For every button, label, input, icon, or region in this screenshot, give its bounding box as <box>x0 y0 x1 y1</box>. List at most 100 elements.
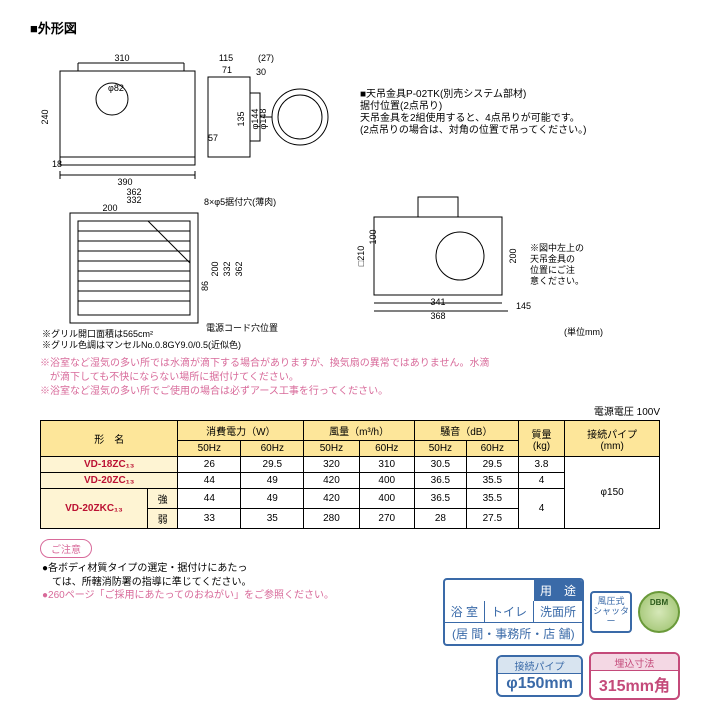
dim-115: 115 <box>219 53 233 63</box>
sub-cell: 弱 <box>147 509 177 529</box>
dim-18: 18 <box>52 159 62 169</box>
dbm-badge: DBM <box>638 591 680 633</box>
note-line: が滴下しても不快にならない場所に据付けてください。 <box>40 371 690 385</box>
pipe-cell: φ150 <box>565 457 660 529</box>
use-item: 洗面所 <box>534 601 582 622</box>
dim-71: 71 <box>222 65 232 75</box>
sub-cell: 強 <box>147 489 177 509</box>
cell: 35.5 <box>466 473 518 489</box>
outline-drawing: 310 φ82 240 18 390 115 (27) 71 30 57 135… <box>30 41 690 351</box>
cell: 29.5 <box>466 457 518 473</box>
dim-57: 57 <box>208 133 218 143</box>
dim-86: 86 <box>200 281 210 291</box>
cell: 30.5 <box>414 457 466 473</box>
cell: 320 <box>304 457 359 473</box>
th-model: 形 名 <box>41 421 178 457</box>
cell: 33 <box>178 509 241 529</box>
hanger-note-3: 天吊金具を2組使用すると、4点吊りが可能です。 <box>360 111 580 124</box>
cell: 3.8 <box>518 457 565 473</box>
size-badge: 埋込寸法 315mm角 <box>589 652 680 700</box>
cell: 420 <box>304 489 359 509</box>
cell: 270 <box>359 509 414 529</box>
hanger-note-4: (2点吊りの場合は、対角の位置で吊ってください。) <box>360 123 586 136</box>
use-badge: 用 途 浴 室 トイレ 洗面所 (居 間・事務所・店 舗) <box>443 578 584 646</box>
cell: 36.5 <box>414 489 466 509</box>
dim-240: 240 <box>40 109 50 124</box>
dim-310: 310 <box>114 53 129 63</box>
th-60hz: 60Hz <box>359 441 414 457</box>
model-cell: VD-18ZC₁₃ <box>41 457 178 473</box>
size-badge-label: 埋込寸法 <box>591 654 678 671</box>
hanger-note-2: 据付位置(2点吊り) <box>360 99 442 112</box>
cell: 27.5 <box>466 509 518 529</box>
th-pipe: 接続パイプ (mm) <box>565 421 660 457</box>
cell: 49 <box>241 473 304 489</box>
note-line: ※浴室など湿気の多い所でご使用の場合は必ずアース工事を行ってください。 <box>40 385 690 399</box>
cell: 400 <box>359 489 414 509</box>
pipe-badge-label: 接続パイプ <box>498 657 581 674</box>
dim-390: 390 <box>117 177 132 187</box>
cell: 35 <box>241 509 304 529</box>
th-power: 消費電力（W） <box>178 421 304 441</box>
use-item: トイレ <box>485 601 534 622</box>
cell: 29.5 <box>241 457 304 473</box>
th-60hz: 60Hz <box>241 441 304 457</box>
use-label: 用 途 <box>534 580 582 601</box>
br-note-3: 位置にご注 <box>530 264 575 275</box>
br-note-4: 意ください。 <box>530 275 584 286</box>
dim-332b: 332 <box>222 261 232 276</box>
th-50hz: 50Hz <box>178 441 241 457</box>
dim-145: 145 <box>516 301 531 311</box>
spec-table: 形 名 消費電力（W） 風量（m³/h） 騒音（dB） 質量 (kg) 接続パイ… <box>40 420 660 529</box>
section-title: ■外形図 <box>30 18 690 37</box>
shutter-badge: 風圧式 シャッター <box>590 591 632 633</box>
dim-sq210: □210 <box>356 246 366 266</box>
note-line: ※浴室など湿気の多い所では水滴が滴下する場合がありますが、換気扇の異常ではありま… <box>40 357 690 371</box>
cell: 49 <box>241 489 304 509</box>
caution-line: ●各ボディ材質タイプの選定・据付けにあたっ <box>42 562 690 576</box>
dim-200r: 200 <box>508 248 518 263</box>
cell: 35.5 <box>466 489 518 509</box>
table-row: VD-18ZC₁₃ 26 29.5 320 310 30.5 29.5 3.8 … <box>41 457 660 473</box>
cell: 44 <box>178 489 241 509</box>
dim-135: 135 <box>236 111 246 126</box>
th-50hz: 50Hz <box>304 441 359 457</box>
th-airflow: 風量（m³/h） <box>304 421 415 441</box>
unit-note: (単位mm) <box>564 326 603 337</box>
th-mass: 質量 (kg) <box>518 421 565 457</box>
cell: 36.5 <box>414 473 466 489</box>
use-item: 浴 室 <box>445 601 485 622</box>
cell: 28 <box>414 509 466 529</box>
model-cell: VD-20ZC₁₃ <box>41 473 178 489</box>
cell: 400 <box>359 473 414 489</box>
pipe-badge-value: φ150mm <box>498 674 581 695</box>
pipe-badge: 接続パイプ φ150mm <box>496 655 583 697</box>
cell: 44 <box>178 473 241 489</box>
cell: 4 <box>518 473 565 489</box>
model-cell: VD-20ZKC₁₃ <box>41 489 148 529</box>
dim-200b: 200 <box>210 261 220 276</box>
dim-30: 30 <box>256 67 266 77</box>
dim-phi82: φ82 <box>108 83 124 93</box>
cell: 280 <box>304 509 359 529</box>
dim-368: 368 <box>430 311 445 321</box>
th-noise: 騒音（dB） <box>414 421 518 441</box>
size-badge-value: 315mm角 <box>591 671 678 698</box>
caution-label: ご注意 <box>40 539 92 558</box>
humidity-notes: ※浴室など湿気の多い所では水滴が滴下する場合がありますが、換気扇の異常ではありま… <box>40 357 690 399</box>
dim-332a: 332 <box>126 195 141 205</box>
br-note-2: 天吊金具の <box>530 253 575 264</box>
voltage-label: 電源電圧 100V <box>30 403 690 418</box>
cell: 420 <box>304 473 359 489</box>
th-60hz: 60Hz <box>466 441 518 457</box>
grille-area-note: ※グリル開口面積は565cm² <box>42 328 153 339</box>
dim-362b: 362 <box>234 261 244 276</box>
dim-200a: 200 <box>102 203 117 213</box>
th-50hz: 50Hz <box>414 441 466 457</box>
badges-area: 用 途 浴 室 トイレ 洗面所 (居 間・事務所・店 舗) 風圧式 シャッター … <box>443 578 680 700</box>
cell: 310 <box>359 457 414 473</box>
grille-color-note: ※グリル色調はマンセルNo.0.8GY9.0/0.5(近似色) <box>42 339 241 350</box>
br-note-1: ※図中左上の <box>530 242 584 253</box>
dim-27: (27) <box>258 53 274 63</box>
cell: 4 <box>518 489 565 529</box>
